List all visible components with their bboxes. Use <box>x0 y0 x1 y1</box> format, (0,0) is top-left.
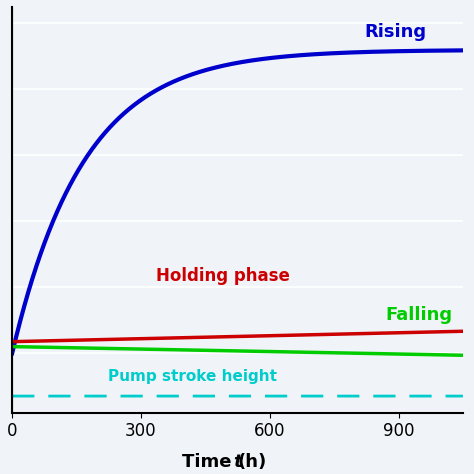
Text: Pump stroke height: Pump stroke height <box>108 369 277 384</box>
Text: t: t <box>233 453 242 471</box>
Text: (h): (h) <box>237 453 267 471</box>
Text: Holding phase: Holding phase <box>155 267 290 285</box>
Text: Time: Time <box>182 453 237 471</box>
Text: Rising: Rising <box>364 23 426 41</box>
Text: Falling: Falling <box>386 306 453 324</box>
